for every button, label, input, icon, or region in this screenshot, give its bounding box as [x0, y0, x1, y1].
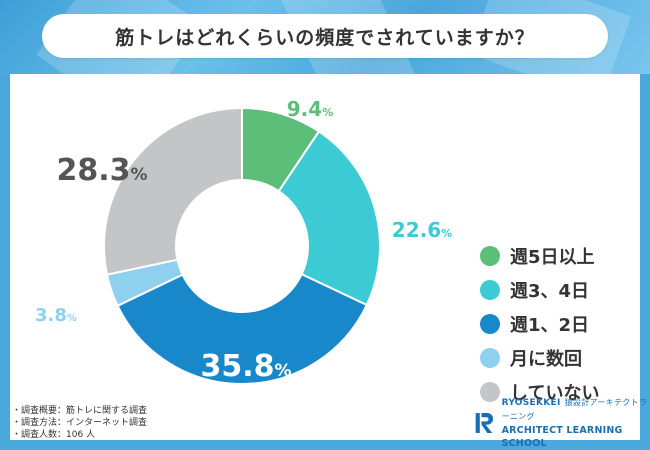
survey-notes: ・調査概要：筋トレに関する調査 ・調査方法：インターネット調査 ・調査人数：10…	[12, 405, 147, 441]
chart-title: 筋トレはどれくらいの頻度でされていますか？	[115, 26, 535, 49]
footnote-method: ・調査方法：インターネット調査	[12, 418, 148, 428]
donut-slice-weekly-1-2	[116, 272, 369, 385]
footnote-respondents: ・調査人数：106 人	[12, 430, 96, 440]
value-label-weekly-5plus: 9.4%	[287, 97, 333, 121]
brand-logo: RYOSEKKEI 猿設計アーキテクトラーニング ARCHITECT LEARNI…	[474, 398, 650, 449]
title-box: 筋トレはどれくらいの頻度でされていますか？	[42, 14, 608, 58]
logo-name-jp: 猿設計アーキテクトラーニング	[501, 398, 648, 421]
donut-chart: 9.4% 22.6% 35.8% 3.8% 28.3%	[35, 97, 452, 385]
legend-item-monthly-few: 月に数回	[480, 341, 599, 375]
legend: 週5日以上週3、4日週1、2日月に数回していない	[480, 239, 599, 409]
donut-slice-weekly-3-4	[277, 130, 381, 307]
legend-item-weekly-1-2: 週1、2日	[480, 307, 599, 341]
value-label-weekly-3-4: 22.6%	[392, 218, 452, 242]
logo-name-top: RYOSEKKEI	[501, 398, 561, 408]
legend-swatch-monthly-few	[480, 348, 500, 368]
logo-name-bottom: ARCHITECT LEARNING SCHOOL	[501, 425, 623, 449]
legend-label-weekly-3-4: 週3、4日	[510, 281, 590, 302]
legend-swatch-weekly-1-2	[480, 314, 500, 334]
chart-panel: 9.4% 22.6% 35.8% 3.8% 28.3% 週5日以上週3、4日週1、2日月…	[10, 74, 640, 440]
legend-label-weekly-5plus: 週5日以上	[510, 247, 595, 268]
legend-swatch-weekly-5plus	[480, 246, 500, 266]
legend-label-monthly-few: 月に数回	[510, 349, 582, 370]
legend-label-weekly-1-2: 週1、2日	[510, 315, 590, 336]
footnote-summary: ・調査概要：筋トレに関する調査	[12, 406, 148, 416]
legend-swatch-weekly-3-4	[480, 280, 500, 300]
legend-item-weekly-3-4: 週3、4日	[480, 273, 599, 307]
title-banner: 筋トレはどれくらいの頻度でされていますか？	[0, 0, 650, 74]
value-label-weekly-1-2: 35.8%	[200, 349, 291, 384]
value-label-monthly-few: 3.8%	[35, 305, 77, 326]
legend-item-none: していない	[480, 375, 599, 409]
legend-swatch-none	[480, 382, 500, 402]
value-label-none: 28.3%	[56, 153, 147, 188]
donut-slice-none	[103, 106, 243, 276]
ryosekkei-logo-icon	[475, 413, 494, 433]
legend-label-none: していない	[510, 383, 600, 404]
legend-item-weekly-5plus: 週5日以上	[480, 239, 599, 273]
